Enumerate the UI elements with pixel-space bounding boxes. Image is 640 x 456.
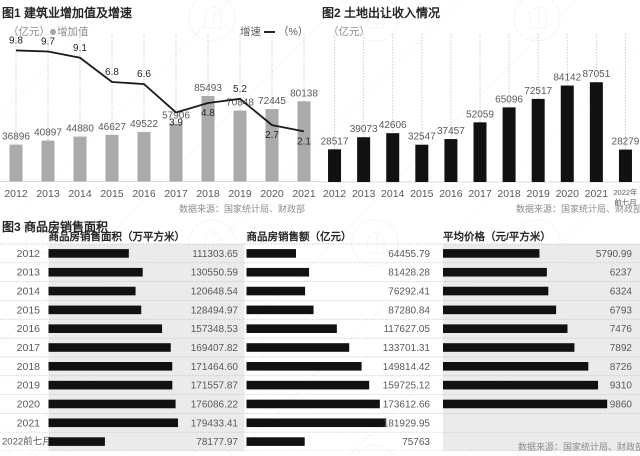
svg-text:52059: 52059 [466, 109, 494, 120]
svg-text:9860: 9860 [610, 399, 633, 410]
svg-text:42606: 42606 [379, 120, 407, 131]
svg-text:2017: 2017 [17, 342, 41, 354]
svg-text:9.7: 9.7 [41, 36, 55, 47]
svg-text:39073: 39073 [350, 124, 378, 135]
svg-text:171464.60: 171464.60 [191, 362, 239, 373]
svg-text:2015: 2015 [17, 304, 41, 316]
svg-text:2013: 2013 [17, 267, 41, 279]
svg-text:28279: 28279 [612, 137, 640, 148]
svg-text:78177.97: 78177.97 [196, 437, 238, 448]
svg-text:6.6: 6.6 [137, 69, 151, 80]
svg-text:9310: 9310 [610, 381, 633, 392]
svg-text:2.1: 2.1 [297, 136, 311, 147]
svg-text:75763: 75763 [402, 437, 430, 448]
svg-text:2018: 2018 [17, 361, 41, 373]
svg-text:176086.22: 176086.22 [191, 399, 239, 410]
svg-text:4.8: 4.8 [201, 108, 215, 119]
svg-text:5.2: 5.2 [233, 84, 247, 95]
svg-text:117627.05: 117627.05 [383, 324, 430, 335]
svg-text:9.8: 9.8 [9, 35, 23, 46]
svg-text:149814.42: 149814.42 [383, 362, 431, 373]
svg-text:2020: 2020 [17, 398, 41, 410]
svg-text:2014: 2014 [17, 286, 41, 298]
svg-text:72445: 72445 [258, 96, 286, 107]
svg-text:46627: 46627 [98, 122, 126, 133]
svg-text:44880: 44880 [66, 124, 94, 135]
svg-text:40897: 40897 [34, 128, 62, 139]
svg-text:84142: 84142 [553, 73, 581, 84]
svg-text:85493: 85493 [194, 83, 222, 94]
svg-text:179433.41: 179433.41 [191, 418, 239, 429]
svg-text:87280.84: 87280.84 [388, 305, 430, 316]
svg-text:商品房销售面积（万平方米）: 商品房销售面积（万平方米） [49, 230, 186, 243]
svg-text:159725.12: 159725.12 [383, 381, 431, 392]
svg-text:6.8: 6.8 [105, 67, 119, 78]
svg-text:2022前七月: 2022前七月 [2, 436, 52, 448]
svg-text:32547: 32547 [408, 132, 436, 143]
svg-text:28517: 28517 [321, 136, 349, 147]
svg-text:2021: 2021 [17, 417, 41, 429]
svg-text:128494.97: 128494.97 [191, 305, 239, 316]
svg-text:171557.87: 171557.87 [191, 381, 239, 392]
svg-text:76292.41: 76292.41 [388, 287, 430, 298]
svg-text:133701.31: 133701.31 [383, 343, 431, 354]
svg-text:49522: 49522 [130, 119, 158, 130]
svg-text:87051: 87051 [582, 69, 610, 80]
svg-text:2016: 2016 [17, 323, 41, 335]
svg-text:169407.82: 169407.82 [191, 343, 239, 354]
svg-text:37457: 37457 [437, 126, 465, 137]
svg-text:157348.53: 157348.53 [191, 324, 239, 335]
svg-text:181929.95: 181929.95 [383, 418, 431, 429]
svg-text:6793: 6793 [610, 305, 633, 316]
svg-text:72517: 72517 [524, 86, 552, 97]
svg-text:商品房销售额（亿元）: 商品房销售额（亿元） [247, 230, 352, 243]
svg-text:平均价格（元/平方米）: 平均价格（元/平方米） [443, 230, 551, 243]
svg-text:2012: 2012 [17, 248, 41, 260]
svg-text:7892: 7892 [610, 343, 633, 354]
svg-text:9.1: 9.1 [73, 43, 87, 54]
svg-text:7476: 7476 [610, 324, 633, 335]
svg-text:120648.54: 120648.54 [191, 287, 239, 298]
svg-text:81428.28: 81428.28 [388, 268, 430, 279]
svg-text:2019: 2019 [17, 380, 41, 392]
svg-text:130550.59: 130550.59 [191, 268, 239, 279]
svg-text:64455.79: 64455.79 [388, 249, 430, 260]
svg-text:111303.65: 111303.65 [192, 249, 238, 260]
svg-text:6237: 6237 [610, 268, 633, 279]
svg-text:173612.66: 173612.66 [383, 399, 431, 410]
svg-text:5790.99: 5790.99 [596, 249, 633, 260]
svg-text:2.7: 2.7 [265, 130, 279, 141]
svg-text:8726: 8726 [610, 362, 633, 373]
svg-text:3.9: 3.9 [169, 117, 183, 128]
svg-text:65096: 65096 [495, 94, 523, 105]
svg-text:36896: 36896 [2, 132, 30, 143]
svg-text:80138: 80138 [290, 88, 318, 99]
svg-text:6324: 6324 [610, 287, 633, 298]
